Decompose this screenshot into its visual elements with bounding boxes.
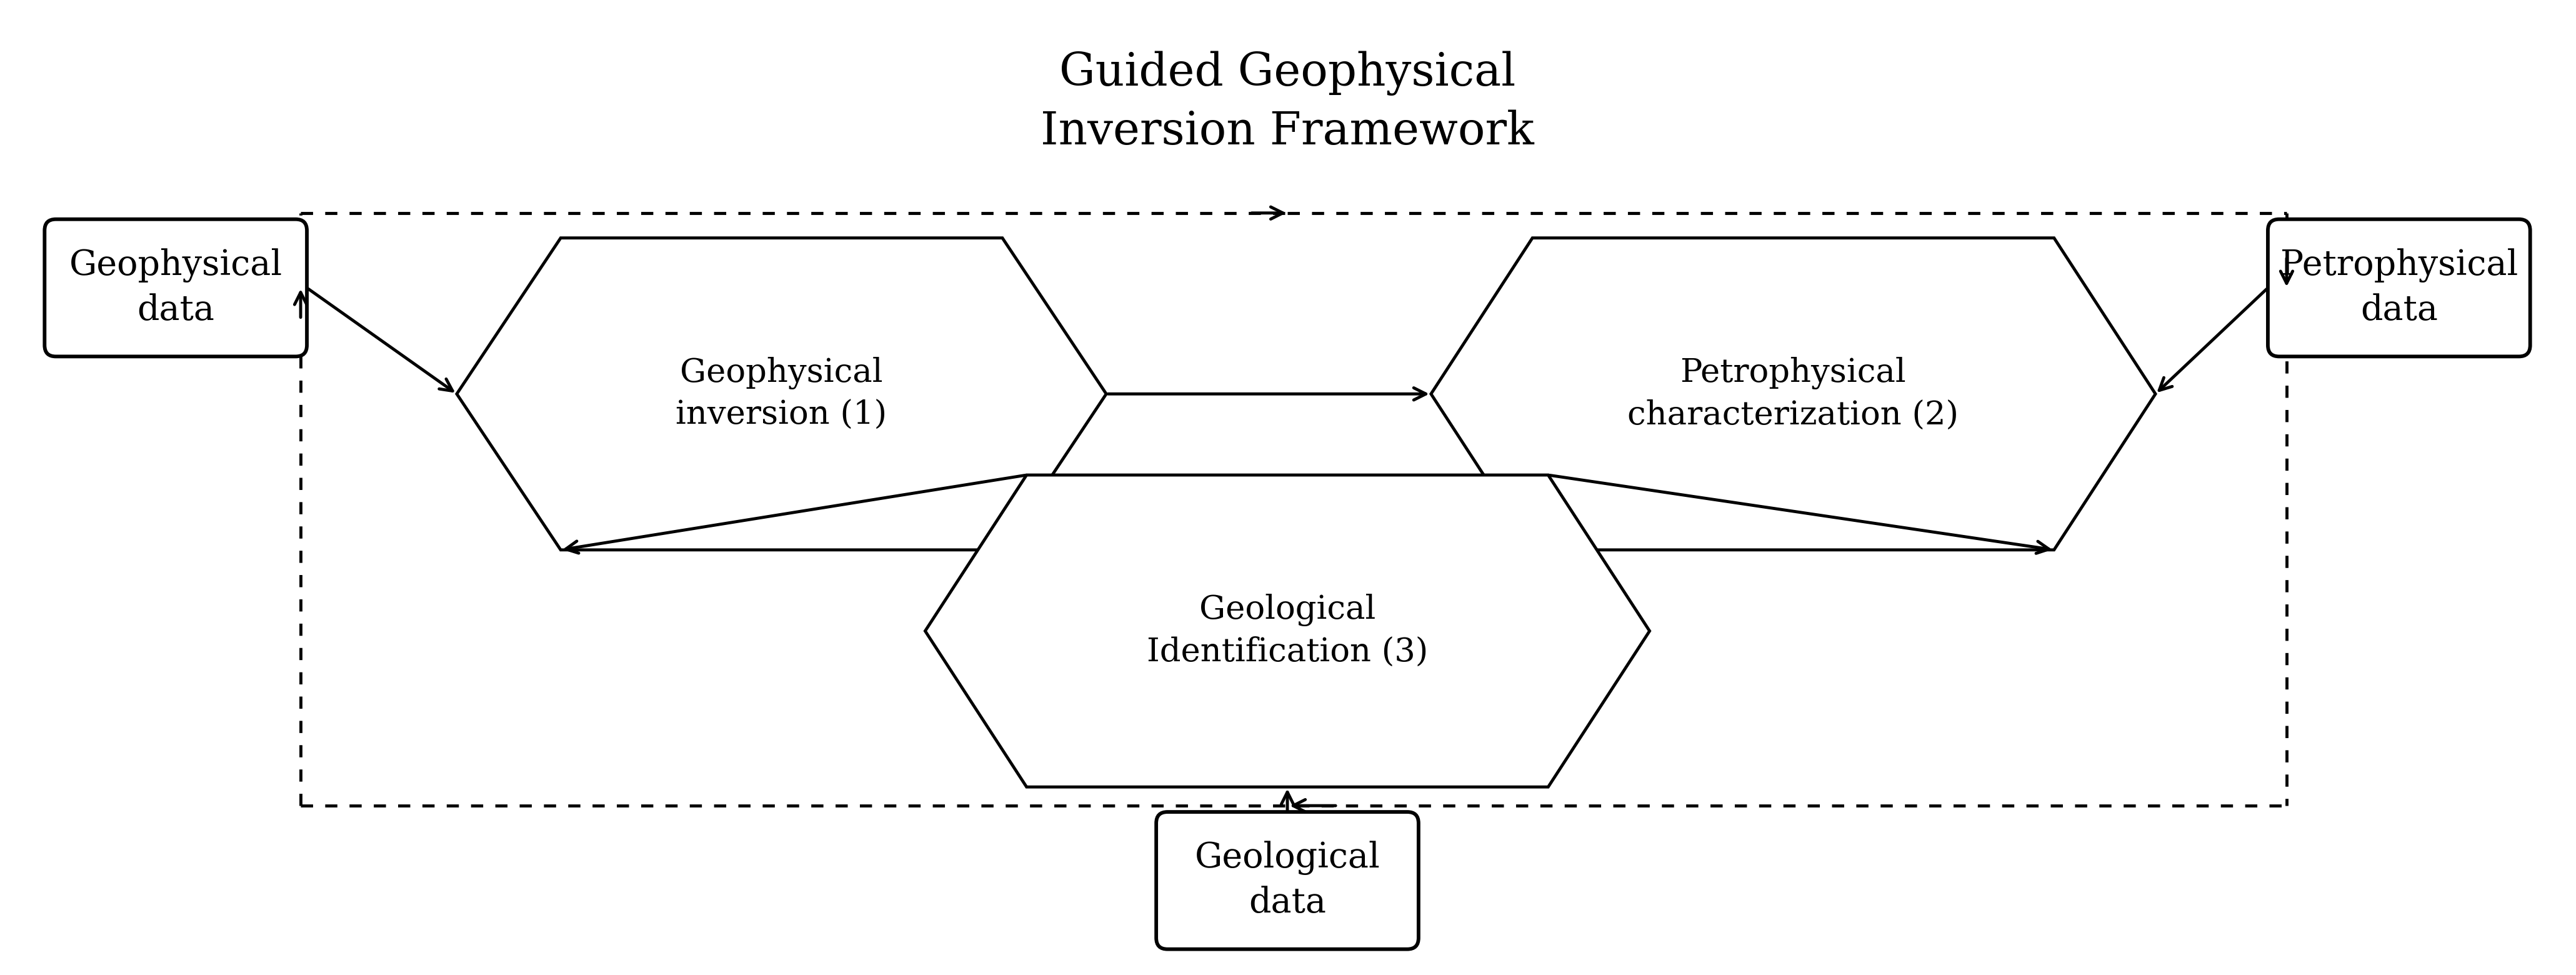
Text: Geological
Identification (3): Geological Identification (3) <box>1146 594 1427 668</box>
FancyBboxPatch shape <box>2267 219 2530 357</box>
Text: Geological
data: Geological data <box>1195 841 1381 920</box>
FancyBboxPatch shape <box>1157 812 1419 950</box>
Text: Guided Geophysical
Inversion Framework: Guided Geophysical Inversion Framework <box>1041 51 1535 153</box>
Polygon shape <box>456 238 1105 550</box>
Text: Geophysical
inversion (1): Geophysical inversion (1) <box>675 357 886 431</box>
Polygon shape <box>925 475 1649 787</box>
Text: Petrophysical
characterization (2): Petrophysical characterization (2) <box>1628 357 1958 431</box>
Text: Petrophysical
data: Petrophysical data <box>2280 249 2517 328</box>
Polygon shape <box>1432 238 2156 550</box>
Text: Geophysical
data: Geophysical data <box>70 249 283 328</box>
FancyBboxPatch shape <box>44 219 307 357</box>
